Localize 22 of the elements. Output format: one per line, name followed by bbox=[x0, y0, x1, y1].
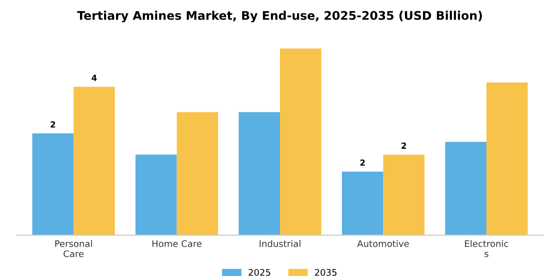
x-tick-label: Automotive bbox=[357, 240, 409, 248]
bar bbox=[445, 142, 486, 236]
bar bbox=[176, 112, 218, 236]
chart-title: Tertiary Amines Market, By End-use, 2025-2035 (USD Billion) bbox=[77, 10, 482, 22]
bar bbox=[136, 154, 177, 236]
x-tick-label: Industrial bbox=[260, 240, 300, 248]
bar bbox=[486, 82, 528, 236]
bar bbox=[32, 133, 74, 236]
bar bbox=[280, 48, 322, 236]
x-tick-label: Electronics bbox=[465, 240, 508, 258]
bar bbox=[383, 154, 424, 236]
data-label: 2 bbox=[360, 159, 365, 166]
data-label: 4 bbox=[92, 74, 97, 81]
data-label: 2 bbox=[50, 121, 56, 128]
bar bbox=[74, 86, 115, 236]
x-tick-label: Home Care bbox=[152, 240, 202, 248]
legend-label: 2025 bbox=[248, 268, 270, 276]
legend-label: 2035 bbox=[314, 268, 336, 276]
bar bbox=[238, 112, 280, 236]
bar bbox=[342, 172, 384, 236]
x-tick-label: Personal Care bbox=[55, 240, 92, 258]
data-label: 2 bbox=[402, 142, 406, 149]
